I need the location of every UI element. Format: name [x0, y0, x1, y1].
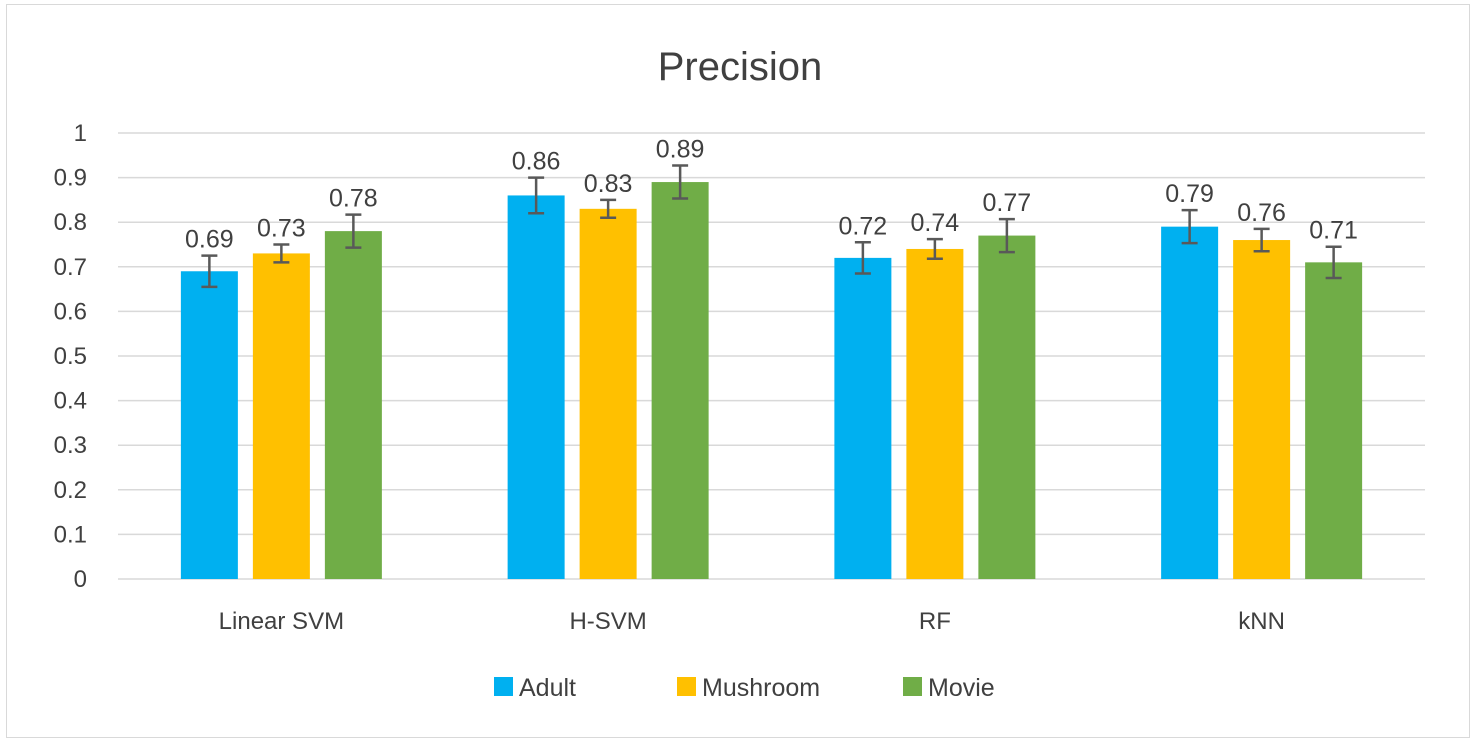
y-tick-label: 0.6 [54, 298, 87, 325]
legend-item-movie[interactable]: Movie [903, 674, 995, 702]
bars [180, 182, 1363, 580]
legend-item-adult[interactable]: Adult [494, 674, 576, 702]
data-label: 0.76 [1237, 199, 1286, 227]
legend-label: Adult [519, 674, 576, 702]
y-tick-label: 0.9 [54, 165, 87, 192]
data-label: 0.79 [1165, 180, 1214, 208]
chart-title: Precision [658, 45, 823, 89]
data-label: 0.78 [329, 185, 378, 213]
bar-adult-knn [1161, 226, 1219, 579]
error-bar [854, 241, 871, 275]
data-label: 0.89 [656, 136, 705, 164]
chart-frame: Precision 0 0.1 0.2 0.3 0.4 0.5 0.6 0.7 0.8 0.9 1 … [6, 4, 1470, 738]
y-tick-label: 0.7 [54, 254, 87, 281]
data-label: 0.77 [983, 189, 1032, 217]
legend-label: Movie [928, 674, 995, 702]
bar-adult-h-svm [507, 195, 565, 579]
error-bar [672, 164, 689, 200]
bar-movie-rf [978, 235, 1036, 579]
error-bar [201, 254, 218, 289]
x-tick-label: kNN [1238, 608, 1285, 635]
y-tick-label: 1 [74, 120, 87, 147]
data-label: 0.72 [839, 212, 888, 240]
y-tick-label: 0.3 [54, 432, 87, 459]
error-bar [1325, 245, 1342, 280]
error-bar [528, 176, 545, 215]
data-label: 0.71 [1309, 217, 1358, 245]
y-tick-label: 0.2 [54, 477, 87, 504]
error-bar [1181, 208, 1198, 245]
legend[interactable]: Adult Mushroom Movie [494, 674, 995, 702]
data-label: 0.86 [512, 148, 561, 176]
x-tick-label: Linear SVM [219, 608, 344, 635]
y-axis-ticks: 0 0.1 0.2 0.3 0.4 0.5 0.6 0.7 0.8 0.9 1 [54, 120, 87, 593]
legend-label: Mushroom [702, 674, 820, 702]
legend-item-mushroom[interactable]: Mushroom [677, 674, 820, 702]
data-label: 0.69 [185, 226, 234, 254]
legend-swatch [494, 677, 513, 696]
data-label: 0.73 [257, 215, 306, 243]
error-bar [998, 217, 1015, 254]
bar-mushroom-h-svm [579, 208, 637, 579]
y-tick-label: 0.4 [54, 388, 87, 415]
precision-bar-chart: Precision 00.10.20.30.40.50.60.70.80.91 … [54, 45, 1425, 702]
x-tick-label: H-SVM [569, 608, 646, 635]
error-bars [201, 164, 1342, 289]
error-bar [926, 237, 943, 261]
y-tick-label: 0.5 [54, 343, 87, 370]
bar-movie-knn [1305, 262, 1363, 579]
data-labels: 0.69 0.73 0.78 0.86 0.83 0.89 0.72 0.74 0.77 0.79… [185, 136, 1358, 254]
bar-mushroom-linear-svm [252, 253, 310, 580]
error-bar [345, 213, 362, 249]
data-label: 0.74 [911, 209, 960, 237]
error-bar [1253, 227, 1270, 253]
data-label: 0.83 [584, 170, 633, 198]
bar-movie-h-svm [651, 182, 709, 579]
y-tick-label: 0 [74, 566, 87, 593]
bar-mushroom-rf [906, 248, 964, 579]
x-axis-ticks: Linear SVM H-SVM RF kNN [219, 608, 1285, 635]
bar-movie-linear-svm [324, 231, 382, 579]
legend-swatch [903, 677, 922, 696]
error-bar [273, 243, 290, 264]
bar-mushroom-knn [1233, 240, 1291, 580]
error-bar [600, 198, 617, 219]
y-tick-label: 0.8 [54, 209, 87, 236]
bar-adult-linear-svm [180, 271, 238, 579]
legend-swatch [677, 677, 696, 696]
x-tick-label: RF [919, 608, 951, 635]
bar-adult-rf [834, 257, 892, 579]
y-tick-label: 0.1 [54, 521, 87, 548]
gridlines [118, 132, 1425, 580]
